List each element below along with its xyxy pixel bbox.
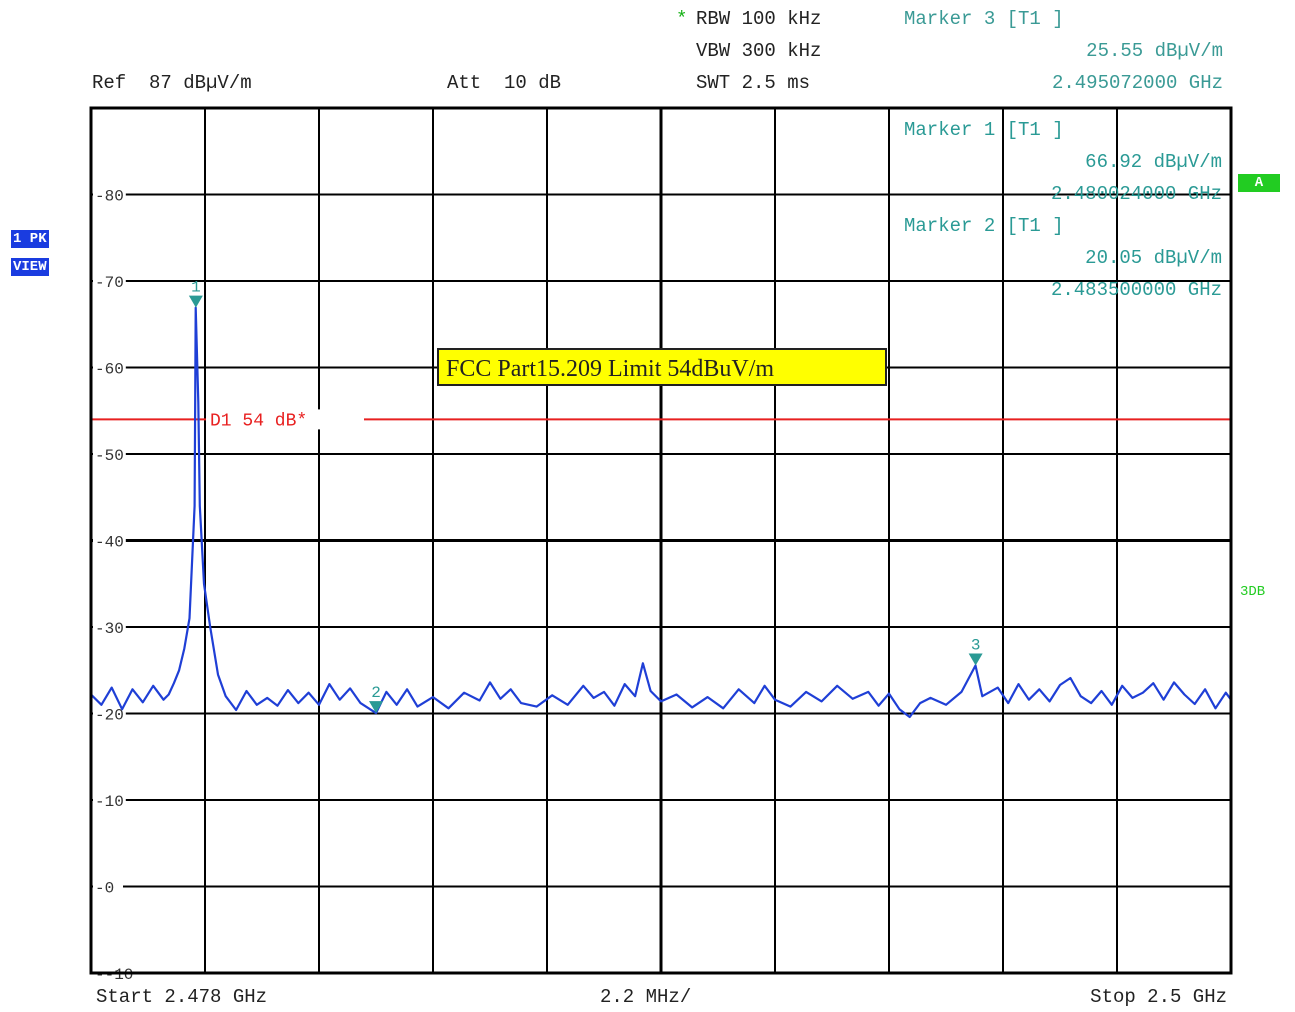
marker1-title: Marker 1 [T1 ] <box>904 119 1064 141</box>
marker2-level: 20.05 dBµV/m <box>1085 247 1222 269</box>
rbw-star: * <box>676 8 688 30</box>
ytick-label-bg <box>93 618 126 636</box>
ytick-label-bg <box>93 358 126 377</box>
annotation-box <box>437 348 887 386</box>
ytick-label: --10 <box>95 966 133 984</box>
ytick-label-bg <box>93 272 126 290</box>
marker2-title: Marker 2 [T1 ] <box>904 215 1064 237</box>
ytick-label-bg <box>93 791 126 809</box>
ytick-label-bg <box>93 877 123 896</box>
rbw-readout: RBW 100 kHz <box>696 8 822 30</box>
marker2-frequency: 2.483500000 GHz <box>1051 279 1222 301</box>
ytick-label: -0 <box>95 880 114 898</box>
stop-frequency: Stop 2.5 GHz <box>1090 986 1227 1008</box>
ytick-label: -20 <box>95 707 124 725</box>
attenuation-readout: Att 10 dB <box>447 72 562 94</box>
vbw-readout: VBW 300 kHz <box>696 40 822 62</box>
marker-label-3: 3 <box>971 636 981 654</box>
ytick-label: -50 <box>95 447 124 465</box>
marker3-title: Marker 3 [T1 ] <box>904 8 1064 30</box>
y-tick-labels: -80 -70 -60 -50 -40 -30 -20 -10 -0 --10 <box>93 185 136 984</box>
annotation-text: FCC Part15.209 Limit 54dBuV/m <box>446 356 774 382</box>
threedb-label: 3DB <box>1240 584 1266 600</box>
ytick-label: -30 <box>95 620 124 638</box>
marker-label-2: 2 <box>371 684 381 702</box>
start-frequency: Start 2.478 GHz <box>96 986 268 1008</box>
marker-triangle-2 <box>369 701 383 714</box>
marker3-level: 25.55 dBµV/m <box>1086 40 1223 62</box>
ytick-label-bg <box>93 445 126 463</box>
marker-label-1: 1 <box>191 279 201 297</box>
limit-label-background <box>206 409 364 430</box>
trace-a-badge: A <box>1238 174 1280 192</box>
fcc-limit-annotation: FCC Part15.209 Limit 54dBuV/m <box>437 348 887 386</box>
ytick-label-bg <box>93 185 126 204</box>
marker-triangle-1 <box>188 295 203 308</box>
trace-line <box>90 306 1232 719</box>
marker1-frequency: 2.480024000 GHz <box>1051 183 1222 205</box>
plot-frame <box>89 106 1233 975</box>
trace-pk-badge: 1 PK <box>11 230 49 248</box>
marker3-frequency: 2.495072000 GHz <box>1051 72 1223 94</box>
ytick-label: -10 <box>95 793 124 811</box>
marker-triangle-3 <box>968 653 983 666</box>
plot-grid <box>91 108 1231 973</box>
ytick-label: -40 <box>95 534 124 552</box>
ytick-label-bg <box>93 531 126 550</box>
ytick-label-bg <box>93 704 126 723</box>
limit-line-label: D1 54 dB* <box>210 411 307 431</box>
ytick-label: -70 <box>95 274 124 292</box>
span-per-division: 2.2 MHz/ <box>600 986 692 1008</box>
swt-readout: SWT 2.5 ms <box>696 72 811 94</box>
ytick-label: -60 <box>95 361 124 379</box>
ref-level-readout: Ref 87 dBµV/m <box>92 72 252 94</box>
marker1-level: 66.92 dBµV/m <box>1085 151 1222 173</box>
trace-view-badge: VIEW <box>11 258 49 276</box>
limit-line-group: D1 54 dB* <box>91 409 1231 431</box>
ytick-label: -80 <box>95 188 124 206</box>
trace-markers: 1 2 3 <box>188 279 983 714</box>
marker-readouts: Marker 1 [T1 ] 66.92 dBµV/m 2.480024000 GH… <box>904 119 1222 301</box>
